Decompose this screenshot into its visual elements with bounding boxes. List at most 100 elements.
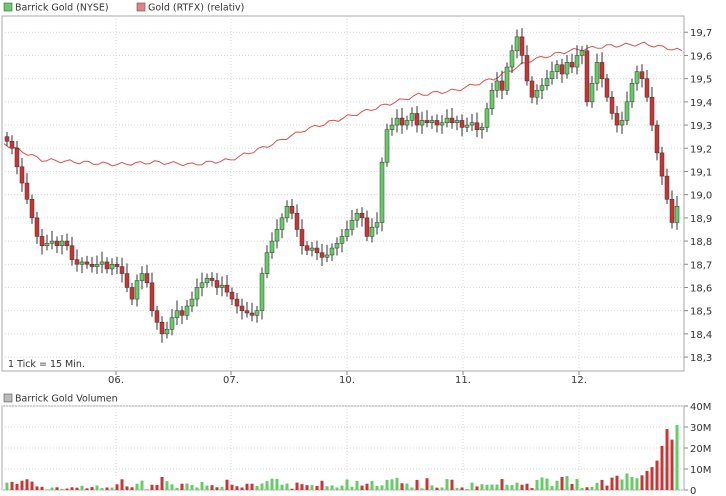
- candle-body: [439, 122, 445, 126]
- y-tick-label: 19,2: [690, 144, 712, 155]
- candle-body: [34, 217, 40, 237]
- volume-bar: [90, 487, 94, 490]
- y-tick-label: 18,3: [690, 353, 712, 364]
- volume-bar: [435, 487, 439, 490]
- y-tick-label: 19,0: [690, 191, 712, 202]
- volume-bar: [315, 486, 319, 490]
- volume-bar: [30, 481, 34, 490]
- candle-body: [284, 206, 290, 219]
- candle-body: [189, 298, 195, 307]
- candle-body: [404, 120, 410, 126]
- volume-bar: [670, 439, 674, 490]
- candle-body: [429, 120, 435, 123]
- volume-bar: [45, 489, 49, 490]
- volume-bar: [245, 483, 249, 490]
- candle-body: [334, 243, 340, 249]
- y-tick-label: 19,7: [690, 28, 712, 39]
- candle-body: [114, 264, 120, 267]
- y-tick-label: 18,4: [690, 330, 712, 341]
- volume-bar: [65, 488, 69, 490]
- candle-body: [629, 83, 635, 103]
- volume-bar: [115, 484, 119, 490]
- volume-bar: [355, 480, 359, 490]
- volume-bar: [485, 484, 489, 490]
- volume-bar: [500, 479, 504, 490]
- y-tick-label: 19,6: [690, 51, 712, 62]
- candle-body: [54, 240, 60, 246]
- volume-bar: [255, 486, 259, 490]
- volume-bar: [580, 487, 584, 490]
- volume-bar: [430, 485, 434, 490]
- volume-bar: [445, 479, 449, 490]
- candle-body: [309, 247, 315, 251]
- volume-bar: [340, 485, 344, 490]
- volume-bar: [455, 487, 459, 490]
- candle-body: [274, 229, 280, 242]
- volume-bar: [490, 484, 494, 490]
- volume-bar: [505, 484, 509, 490]
- candle-body: [329, 247, 335, 256]
- volume-bar: [170, 484, 174, 490]
- volume-bar: [240, 487, 244, 490]
- candle-body: [509, 50, 515, 68]
- volume-bar: [600, 479, 604, 490]
- candle-body: [19, 166, 25, 184]
- volume-bar: [525, 483, 529, 490]
- volume-bar: [495, 484, 499, 490]
- candle-body: [4, 136, 10, 142]
- candle-body: [89, 264, 95, 267]
- candle-body: [119, 266, 125, 274]
- candle-body: [639, 71, 645, 79]
- candle-body: [669, 199, 675, 223]
- candle-body: [9, 141, 15, 149]
- volume-bar: [25, 479, 29, 490]
- candle-body: [559, 64, 565, 75]
- candle-body: [589, 83, 595, 103]
- candle-body: [24, 182, 30, 200]
- volume-bar: [360, 485, 364, 490]
- candle-body: [49, 240, 55, 244]
- volume-bar: [660, 445, 664, 490]
- volume-bar: [280, 484, 284, 490]
- candle-body: [499, 80, 505, 91]
- candle-body: [79, 261, 85, 265]
- candle-body: [29, 199, 35, 219]
- candle-body: [264, 252, 270, 274]
- volume-bar: [365, 483, 369, 490]
- volume-bar: [185, 483, 189, 490]
- candle-body: [584, 50, 590, 103]
- volume-bar: [100, 488, 104, 490]
- volume-bar: [575, 479, 579, 490]
- candle-body: [489, 89, 495, 110]
- candle-body: [534, 89, 540, 98]
- volume-bar: [130, 487, 134, 490]
- candle-body: [469, 122, 475, 126]
- candle-body: [504, 66, 510, 91]
- volume-bar: [415, 479, 419, 490]
- candle-body: [604, 78, 610, 98]
- volume-bar: [120, 479, 124, 490]
- candle-body: [234, 298, 240, 307]
- volume-bar: [20, 480, 24, 490]
- volume-bar: [475, 486, 479, 490]
- volume-bar: [595, 482, 599, 490]
- candle-body: [459, 120, 465, 128]
- candle-body: [69, 245, 75, 260]
- candle-body: [609, 96, 615, 114]
- candle-body: [394, 117, 400, 126]
- volume-bar: [285, 483, 289, 490]
- volume-bar: [275, 478, 279, 490]
- candle-body: [209, 277, 215, 281]
- candle-body: [44, 243, 50, 246]
- volume-bar: [620, 479, 624, 490]
- candle-body: [149, 282, 155, 311]
- y-tick-label: 19,4: [690, 98, 712, 109]
- candle-body: [64, 240, 70, 246]
- candle-body: [219, 284, 225, 288]
- x-tick-label: 10.: [339, 375, 355, 386]
- volume-bar: [165, 481, 169, 490]
- candle-body: [279, 217, 285, 230]
- volume-bar: [545, 478, 549, 490]
- volume-bar: [195, 487, 199, 490]
